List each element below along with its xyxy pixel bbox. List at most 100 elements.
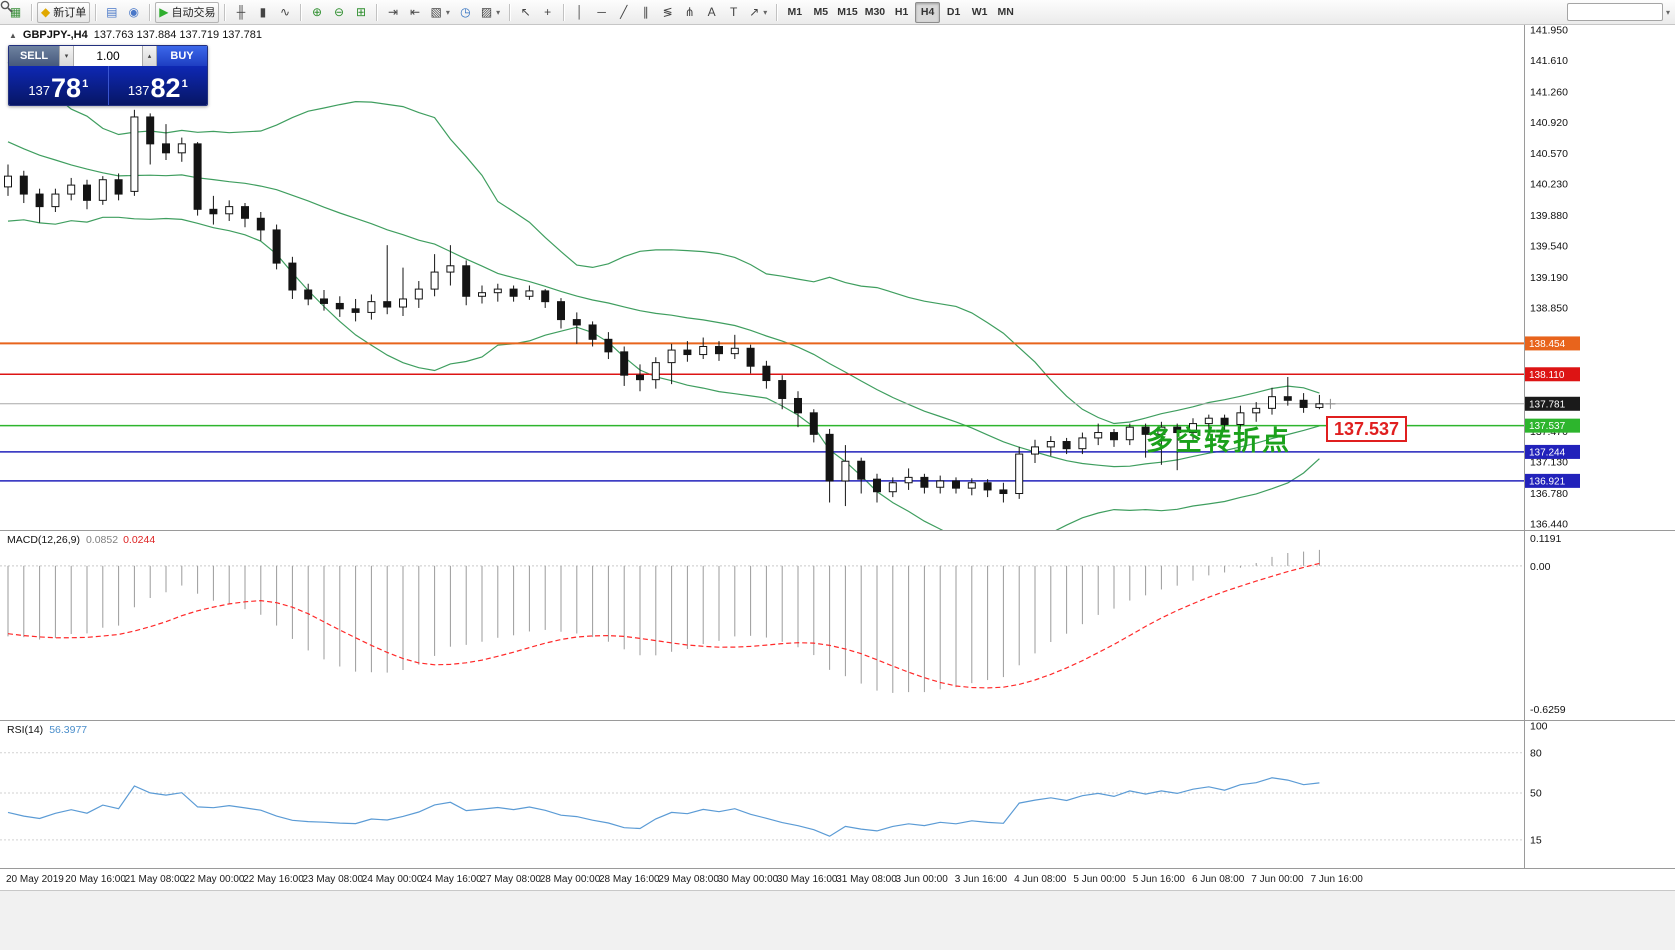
timeframe-w1-button[interactable]: W1	[971, 6, 988, 18]
timeframe-m5-button[interactable]: M5	[813, 6, 829, 18]
timeframe-h1-button[interactable]: H1	[894, 6, 909, 18]
timeframe-m30-button[interactable]: M30	[864, 6, 886, 18]
zoom-in-icon[interactable]: ⊕	[306, 2, 327, 23]
workspace-icon[interactable]: ▤	[101, 2, 122, 23]
rsi-chart[interactable]: 100 80 50 15	[0, 720, 1675, 868]
label-icon: T	[730, 5, 738, 19]
timeframe-d1-button[interactable]: D1	[946, 6, 961, 18]
svg-text:140.920: 140.920	[1530, 117, 1568, 129]
svg-text:141.950: 141.950	[1530, 25, 1568, 37]
timeframe-h4-button[interactable]: H4	[915, 1, 941, 23]
svg-text:138.110: 138.110	[1529, 370, 1565, 381]
rsi-value: 56.3977	[49, 724, 88, 736]
time-axis-label: 28 May 00:00	[539, 874, 601, 885]
sell-button[interactable]: SELL	[9, 46, 59, 66]
time-axis-label: 4 Jun 08:00	[1014, 874, 1067, 885]
candlestick-icon: ▮	[259, 5, 267, 19]
zoom-out-icon[interactable]: ⊖	[328, 2, 349, 23]
time-axis-label: 3 Jun 00:00	[895, 874, 948, 885]
tile-windows-icon[interactable]: ⊞	[350, 2, 371, 23]
svg-text:140.570: 140.570	[1530, 148, 1568, 160]
time-axis-label: 7 Jun 00:00	[1251, 874, 1304, 885]
time-axis-label: 23 May 08:00	[302, 874, 364, 885]
template-icon: ▨	[480, 5, 493, 19]
top-toolbar: ▦ ◆ 新订单 ▤ ◉ ▶ 自动交易 ╫ ▮ ∿ ⊕ ⊖ ⊞ ⇥ ⇤ ▧ ▾ ◷ ▨ ▾ ↖ + │ ─ ╱ ∥ ≶ ⋔ A T ↗ ▾ M1 M…	[0, 0, 1675, 25]
arrows-icon[interactable]: ↗ ▾	[745, 2, 771, 23]
timeframe-m15-button[interactable]: M15	[837, 6, 858, 18]
crosshair-icon[interactable]: +	[537, 2, 558, 23]
period-clock-icon: ◷	[460, 5, 471, 19]
crosshair-icon: +	[544, 5, 552, 19]
label-icon[interactable]: T	[723, 2, 744, 23]
sell-price-prefix: 137	[28, 83, 51, 98]
line-chart-icon[interactable]: ∿	[274, 2, 295, 23]
buy-price-button[interactable]: 137 82 1	[109, 66, 208, 105]
buy-price-big: 82	[150, 73, 181, 104]
volume-up-button[interactable]: ▴	[142, 46, 157, 66]
svg-text:80: 80	[1530, 747, 1542, 759]
fibonacci-icon[interactable]: ≶	[657, 2, 678, 23]
time-axis-label: 30 May 16:00	[776, 874, 838, 885]
rsi-label: RSI(14) 56.3977	[7, 724, 87, 736]
ohlc-bars-icon[interactable]: ╫	[230, 2, 251, 23]
macd-chart[interactable]: 0.1191 0.00 -0.6259	[0, 530, 1675, 720]
dropdown-caret-icon[interactable]: ▾	[445, 7, 450, 17]
template-icon[interactable]: ▨ ▾	[477, 2, 504, 23]
svg-text:138.850: 138.850	[1530, 302, 1568, 314]
text-icon[interactable]: A	[701, 2, 722, 23]
dropdown-caret-icon[interactable]: ▾	[763, 7, 768, 17]
timeframe-m1-button[interactable]: M1	[787, 6, 803, 18]
bottom-strip	[0, 890, 1675, 950]
time-axis[interactable]: 20 May 2019 20 May 16:00 21 May 08:00 22 Ma…	[0, 868, 1675, 890]
time-axis-label: 21 May 08:00	[124, 874, 186, 885]
collapse-icon[interactable]: ▲	[9, 30, 17, 40]
period-clock-icon[interactable]: ◷	[455, 2, 476, 23]
search-dropdown-icon[interactable]: ▾	[1665, 7, 1670, 17]
terminal-icon[interactable]: ▦	[5, 2, 26, 23]
autotrade-button[interactable]: ▶ 自动交易	[155, 1, 220, 23]
sound-icon[interactable]: ◉	[123, 2, 144, 23]
time-axis-label: 22 May 16:00	[243, 874, 304, 885]
annotation-price-box: 137.537	[1326, 416, 1408, 442]
macd-panel: 0.1191 0.00 -0.6259 MACD(12,26,9) 0.0852 0.0…	[0, 530, 1675, 720]
rsi-name: RSI(14)	[7, 724, 44, 736]
cursor-icon: ↖	[520, 5, 531, 19]
text-icon: A	[707, 5, 716, 19]
pitchfork-icon[interactable]: ⋔	[679, 2, 700, 23]
macd-signal-value: 0.0244	[123, 534, 156, 546]
buy-button[interactable]: BUY	[157, 46, 207, 66]
new-chart-icon[interactable]: ▧ ▾	[426, 2, 453, 23]
symbol-search-input[interactable]	[1566, 3, 1663, 21]
time-axis-label: 3 Jun 16:00	[954, 874, 1008, 885]
zoom-in-icon: ⊕	[311, 5, 322, 19]
sell-price-big: 78	[51, 73, 82, 104]
vertical-line-icon[interactable]: │	[569, 2, 590, 23]
new-order-button[interactable]: ◆ 新订单	[37, 1, 91, 23]
horizontal-line-icon[interactable]: ─	[591, 2, 612, 23]
toolbar-separator	[509, 3, 511, 21]
main-chart[interactable]: 141.950 141.610 141.260 140.920 140.570 140.2…	[0, 25, 1675, 530]
time-axis-label: 6 Jun 08:00	[1192, 874, 1245, 885]
toolbar-separator	[224, 3, 226, 21]
sell-price-button[interactable]: 137 78 1	[9, 66, 108, 105]
scroll-to-end-icon[interactable]: ⇥	[382, 2, 403, 23]
macd-main-value: 0.0852	[85, 534, 119, 546]
dropdown-caret-icon[interactable]: ▾	[496, 7, 501, 17]
trendline-icon[interactable]: ╱	[613, 2, 634, 23]
time-axis-label: 20 May 16:00	[65, 874, 126, 885]
auto-scroll-icon[interactable]: ⇤	[404, 2, 425, 23]
channel-icon[interactable]: ∥	[635, 2, 656, 23]
svg-text:136.780: 136.780	[1530, 488, 1568, 500]
volume-input[interactable]: 1.00	[74, 46, 142, 66]
cursor-icon[interactable]: ↖	[515, 2, 536, 23]
svg-text:137.130: 137.130	[1530, 457, 1568, 469]
candlestick-icon[interactable]: ▮	[252, 2, 273, 23]
volume-down-button[interactable]: ▾	[59, 46, 74, 66]
timeframe-mn-button[interactable]: MN	[997, 6, 1014, 18]
time-axis-label: 5 Jun 00:00	[1073, 874, 1126, 885]
svg-text:137.781: 137.781	[1529, 399, 1566, 410]
toolbar-separator	[95, 3, 97, 21]
time-axis-label: 28 May 16:00	[599, 874, 660, 885]
rsi-panel: 100 80 50 15 RSI(14) 56.3977	[0, 720, 1675, 868]
